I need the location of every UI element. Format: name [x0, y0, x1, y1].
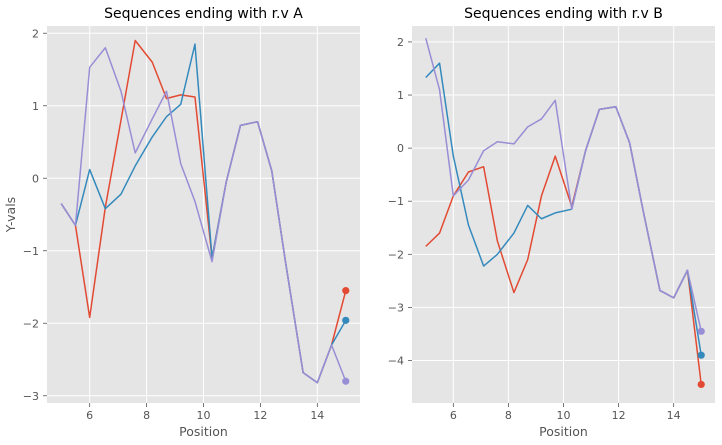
series-end-point-3	[342, 377, 350, 385]
y-tick-label: 0	[32, 172, 39, 185]
x-tick-label: 8	[505, 409, 512, 422]
y-tick-label: −1	[23, 245, 39, 258]
y-tick-label: −4	[388, 355, 404, 368]
y-axis-label: Y-vals	[3, 197, 18, 233]
y-tick-label: 1	[32, 100, 39, 113]
x-tick-label: 14	[310, 409, 324, 422]
series-end-point-1	[342, 287, 350, 295]
x-tick-label: 10	[557, 409, 571, 422]
y-tick-label: 2	[397, 36, 404, 49]
x-tick-label: 14	[667, 409, 681, 422]
chart-title: Sequences ending with r.v B	[464, 6, 663, 22]
series-end-point-3	[697, 327, 705, 335]
series-line-3	[60, 47, 347, 384]
x-tick-label: 6	[450, 409, 457, 422]
series-end-point-2	[342, 316, 350, 324]
y-tick-label: −1	[388, 195, 404, 208]
x-tick-label: 6	[86, 409, 93, 422]
y-tick-label: 1	[397, 89, 404, 102]
y-tick-label: 2	[32, 27, 39, 40]
x-tick-label: 12	[253, 409, 267, 422]
x-axis-label: Position	[539, 424, 588, 439]
x-axis-label: Position	[179, 424, 228, 439]
x-tick-label: 8	[143, 409, 150, 422]
chart-title: Sequences ending with r.v A	[104, 6, 303, 22]
y-tick-label: −2	[388, 248, 404, 261]
x-tick-label: 10	[197, 409, 211, 422]
y-tick-label: −2	[23, 317, 39, 330]
y-tick-label: −3	[23, 390, 39, 403]
series-line-3	[425, 38, 702, 332]
y-tick-label: 0	[397, 142, 404, 155]
series-end-point-1	[697, 380, 705, 389]
y-tick-label: −3	[388, 301, 404, 314]
x-tick-label: 12	[612, 409, 626, 422]
series-end-point-2	[697, 351, 705, 359]
